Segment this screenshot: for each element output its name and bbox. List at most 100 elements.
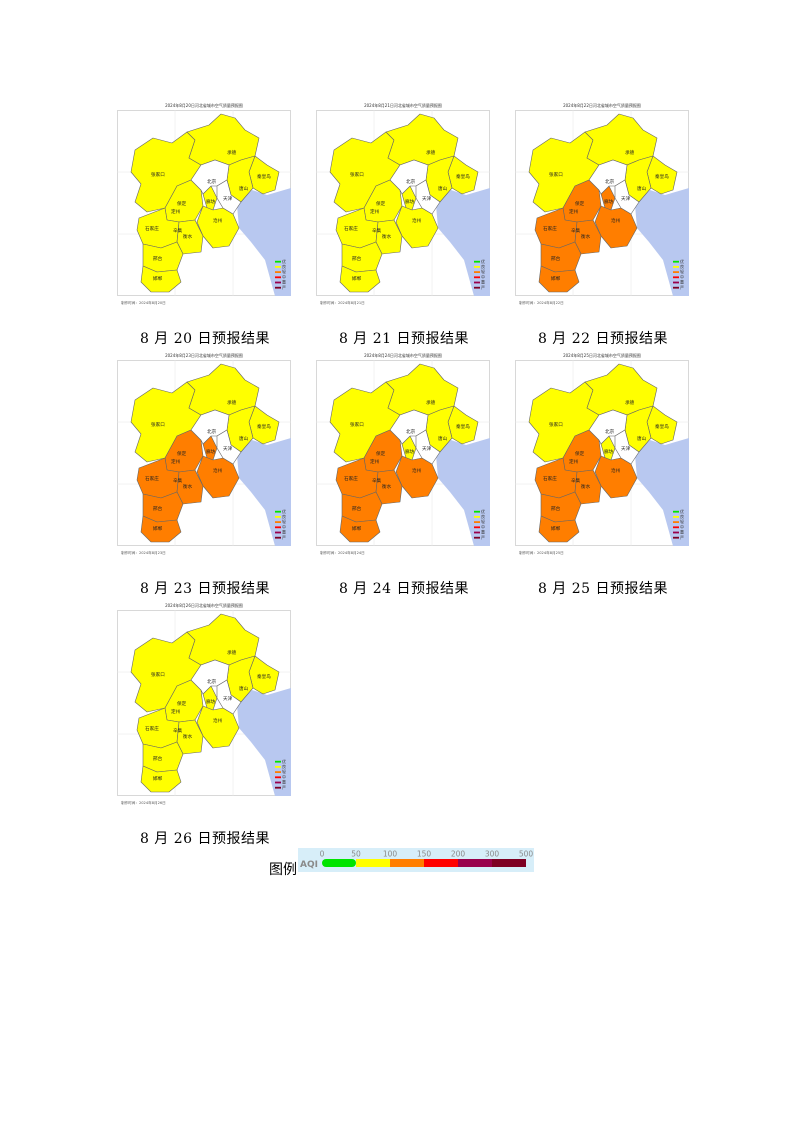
map-legend-label: 严 <box>481 285 485 290</box>
label-baoding: 保定 <box>575 450 585 457</box>
hebei-aqi-map: 张家口 承德 北京 天津 唐山 秦皇岛 廊坊 保定 定州 辛集 石家庄 衡水 沧… <box>515 360 689 555</box>
map-footer: 制作时间：2024年8月26日 <box>121 800 166 805</box>
map-legend-swatch <box>673 536 679 539</box>
map-legend-label: 良 <box>680 513 684 519</box>
label-handan: 邯郸 <box>551 525 561 532</box>
label-langfang: 廊坊 <box>604 198 614 205</box>
map-legend-label: 中 <box>282 273 286 279</box>
label-cangzhou: 沧州 <box>412 467 422 474</box>
label-tangshan: 唐山 <box>239 685 249 692</box>
label-langfang: 廊坊 <box>206 198 216 205</box>
map-legend-label: 中 <box>481 273 485 279</box>
map-legend-swatch <box>275 760 281 763</box>
label-qinhuangdao: 秦皇岛 <box>655 173 669 180</box>
hebei-aqi-map: 张家口 承德 北京 天津 唐山 秦皇岛 廊坊 保定 定州 辛集 石家庄 衡水 沧… <box>316 360 490 555</box>
label-beijing: 北京 <box>207 178 217 185</box>
map-legend-label: 重 <box>282 529 286 535</box>
label-beijing: 北京 <box>406 178 416 185</box>
bohai-sea <box>237 688 291 796</box>
label-xingtai: 邢台 <box>551 505 561 512</box>
label-shijiazhuang: 石家庄 <box>543 475 557 482</box>
aqi-tick-label: 150 <box>417 850 432 859</box>
aqi-tick-label: 100 <box>383 850 398 859</box>
label-cangzhou: 沧州 <box>412 217 422 224</box>
aqi-tick-label: 50 <box>351 850 361 859</box>
map-legend-swatch <box>474 531 480 534</box>
label-hengshui: 衡水 <box>581 483 591 490</box>
label-shijiazhuang: 石家庄 <box>344 225 358 232</box>
map-legend-swatch <box>275 516 281 518</box>
map-legend-swatch <box>673 266 679 268</box>
aqi-colorbar-legend: AQI 0 50 100 150 200 300 500 <box>298 848 534 872</box>
label-xingtai: 邢台 <box>352 505 362 512</box>
map-title: 2024年8月25日河北省城市空气质量预报图 <box>563 353 641 358</box>
map-legend-swatch <box>474 286 480 289</box>
label-tangshan: 唐山 <box>438 435 448 442</box>
map-legend-swatch <box>474 536 480 539</box>
map-legend-swatch <box>474 266 480 268</box>
map-legend-label: 优 <box>481 508 485 514</box>
label-chengde: 承德 <box>625 149 635 156</box>
label-tangshan: 唐山 <box>637 185 647 192</box>
region-handan <box>339 515 381 543</box>
map-caption: 8 月 25 日预报结果 <box>537 581 669 597</box>
label-xinji: 辛集 <box>173 727 183 734</box>
map-legend-label: 轻 <box>680 268 684 274</box>
label-dingzhou: 定州 <box>370 208 380 215</box>
map-legend-swatch <box>474 516 480 518</box>
legend-label: 图例 <box>269 862 297 878</box>
map-legend-label: 优 <box>282 758 286 764</box>
map-legend-label: 严 <box>282 285 286 290</box>
label-tianjin: 天津 <box>223 695 233 702</box>
map-legend-swatch <box>275 766 281 768</box>
label-chengde: 承德 <box>227 649 237 656</box>
map-title: 2024年8月22日河北省城市空气质量预报图 <box>563 103 641 108</box>
map-footer: 制作时间：2024年8月20日 <box>121 300 166 305</box>
region-handan <box>339 265 381 293</box>
map-legend-swatch <box>275 260 281 263</box>
label-shijiazhuang: 石家庄 <box>344 475 358 482</box>
label-qinhuangdao: 秦皇岛 <box>257 173 271 180</box>
label-tianjin: 天津 <box>621 445 631 452</box>
map-title: 2024年8月26日河北省城市空气质量预报图 <box>165 603 243 608</box>
map-legend-swatch <box>673 521 679 523</box>
label-baoding: 保定 <box>177 450 187 457</box>
map-legend-label: 重 <box>680 529 684 535</box>
map-legend-label: 优 <box>481 258 485 264</box>
label-handan: 邯郸 <box>153 275 163 282</box>
map-legend-label: 轻 <box>282 518 286 524</box>
label-xinji: 辛集 <box>173 227 183 234</box>
label-tianjin: 天津 <box>223 445 233 452</box>
map-title: 2024年8月21日河北省城市空气质量预报图 <box>364 103 442 108</box>
aqi-segment <box>356 859 390 867</box>
label-handan: 邯郸 <box>352 275 362 282</box>
region-cangzhou <box>395 205 439 249</box>
map-legend-swatch <box>474 521 480 523</box>
map-legend-label: 轻 <box>481 518 485 524</box>
hebei-aqi-map: 张家口 承德 北京 天津 唐山 秦皇岛 廊坊 保定 定州 辛集 石家庄 衡水 沧… <box>117 610 291 805</box>
map-legend-swatch <box>474 260 480 263</box>
map-legend-swatch <box>673 526 679 529</box>
label-chengde: 承德 <box>426 399 436 406</box>
map-legend-label: 中 <box>282 523 286 529</box>
map-legend-label: 轻 <box>481 268 485 274</box>
label-beijing: 北京 <box>605 428 615 435</box>
region-tianjin <box>216 179 242 215</box>
map-legend-label: 严 <box>481 535 485 540</box>
label-tangshan: 唐山 <box>239 185 249 192</box>
label-handan: 邯郸 <box>153 775 163 782</box>
label-zhangjiakou: 张家口 <box>151 421 165 428</box>
label-tangshan: 唐山 <box>637 435 647 442</box>
map-caption: 8 月 20 日预报结果 <box>139 331 271 347</box>
map-legend-label: 良 <box>481 263 485 269</box>
map-title: 2024年8月23日河北省城市空气质量预报图 <box>165 353 243 358</box>
region-handan <box>140 265 182 293</box>
map-legend-swatch <box>275 286 281 289</box>
label-qinhuangdao: 秦皇岛 <box>655 423 669 430</box>
map-legend-swatch <box>673 271 679 273</box>
